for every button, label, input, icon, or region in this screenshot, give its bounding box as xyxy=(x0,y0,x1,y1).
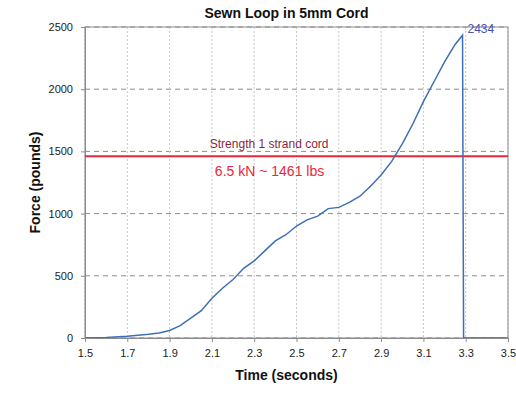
x-tick-label: 2.7 xyxy=(332,347,347,359)
x-grid-line xyxy=(338,27,339,338)
peak-label: 2434 xyxy=(468,22,495,36)
x-tick-label: 1.7 xyxy=(120,347,135,359)
plot-frame xyxy=(85,27,508,338)
x-tick: 3.5 xyxy=(501,338,516,359)
annotations: Strength 1 strand cord 6.5 kN ~ 1461 lbs 2… xyxy=(210,22,495,179)
y-axis-title: Force (pounds) xyxy=(27,132,43,234)
x-tick-mark xyxy=(508,338,509,342)
x-grid-line xyxy=(381,27,382,338)
x-tick-label: 3.3 xyxy=(459,347,474,359)
y-tick-mark xyxy=(81,338,85,339)
y-tick: 0 xyxy=(67,332,85,344)
y-tick-mark xyxy=(81,151,85,152)
x-tick: 2.7 xyxy=(332,338,347,359)
x-tick: 3.1 xyxy=(416,338,431,359)
x-tick-label: 2.3 xyxy=(247,347,262,359)
x-grid-line xyxy=(465,27,466,338)
x-axis-line xyxy=(86,339,509,343)
x-tick-label: 3.5 xyxy=(501,347,516,359)
x-grid-line xyxy=(127,27,128,338)
x-tick-label: 2.1 xyxy=(205,347,220,359)
x-grid-line xyxy=(211,27,212,338)
x-tick-label: 2.9 xyxy=(374,347,389,359)
x-tick-label: 1.5 xyxy=(78,347,93,359)
y-tick: 2500 xyxy=(49,21,85,33)
x-tick: 3.3 xyxy=(459,338,474,359)
x-tick-label: 3.1 xyxy=(416,347,431,359)
y-tick: 1500 xyxy=(49,145,85,157)
y-tick-label: 500 xyxy=(55,270,73,282)
x-tick: 2.9 xyxy=(374,338,389,359)
y-tick-mark xyxy=(81,276,85,277)
x-tick: 2.3 xyxy=(247,338,262,359)
x-tick-label: 1.9 xyxy=(162,347,177,359)
y-tick-label: 0 xyxy=(67,332,73,344)
y-tick-mark xyxy=(81,89,85,90)
reference-label: Strength 1 strand cord xyxy=(210,137,329,151)
x-tick: 2.5 xyxy=(289,338,304,359)
y-tick: 500 xyxy=(55,270,85,282)
x-axis-title: Time (seconds) xyxy=(235,367,337,383)
y-tick-label: 2500 xyxy=(49,21,73,33)
x-axis: 1.5 1.7 1.9 2.1 2.3 2.5 2.7 2.9 3.1 3.3 3.5 xyxy=(78,338,516,359)
y-grid-line xyxy=(85,213,508,214)
chart-container: 1.5 1.7 1.9 2.1 2.3 2.5 2.7 2.9 3.1 3.3 3.5 0 500 100… xyxy=(0,0,516,400)
y-tick: 1000 xyxy=(49,208,85,220)
y-tick-label: 1500 xyxy=(49,145,73,157)
y-tick-mark xyxy=(81,214,85,215)
y-tick-label: 2000 xyxy=(49,83,73,95)
chart-svg: 1.5 1.7 1.9 2.1 2.3 2.5 2.7 2.9 3.1 3.3 3.5 0 500 100… xyxy=(0,0,516,400)
y-tick-label: 1000 xyxy=(49,208,73,220)
x-grid-line xyxy=(254,27,255,338)
x-tick: 2.1 xyxy=(205,338,220,359)
marks xyxy=(85,35,508,338)
reference-value-label: 6.5 kN ~ 1461 lbs xyxy=(215,163,324,179)
x-tick-mark xyxy=(170,338,171,342)
x-tick-mark xyxy=(254,338,255,342)
x-tick: 1.9 xyxy=(162,338,177,359)
x-grid-line xyxy=(169,27,170,338)
x-tick-mark xyxy=(423,338,424,342)
y-tick: 2000 xyxy=(49,83,85,95)
y-axis-line xyxy=(81,28,86,339)
x-tick-mark xyxy=(381,338,382,342)
y-tick-mark xyxy=(81,27,85,28)
x-grid-line xyxy=(423,27,424,338)
chart-title: Sewn Loop in 5mm Cord xyxy=(204,5,368,21)
x-tick-label: 2.5 xyxy=(289,347,304,359)
y-axis: 0 500 1000 1500 2000 2500 xyxy=(49,21,86,344)
x-tick-mark xyxy=(297,338,298,342)
x-tick-mark xyxy=(212,338,213,342)
x-tick-mark xyxy=(127,338,128,342)
plot-area: 1.5 1.7 1.9 2.1 2.3 2.5 2.7 2.9 3.1 3.3 3.5 0 500 100… xyxy=(49,21,516,359)
x-tick: 1.5 xyxy=(78,338,93,359)
force-line xyxy=(85,35,508,338)
x-tick-mark xyxy=(339,338,340,342)
x-tick: 1.7 xyxy=(120,338,135,359)
x-tick-mark xyxy=(466,338,467,342)
x-grid-line xyxy=(296,27,297,338)
reference-line xyxy=(85,155,508,157)
grid xyxy=(85,27,508,338)
